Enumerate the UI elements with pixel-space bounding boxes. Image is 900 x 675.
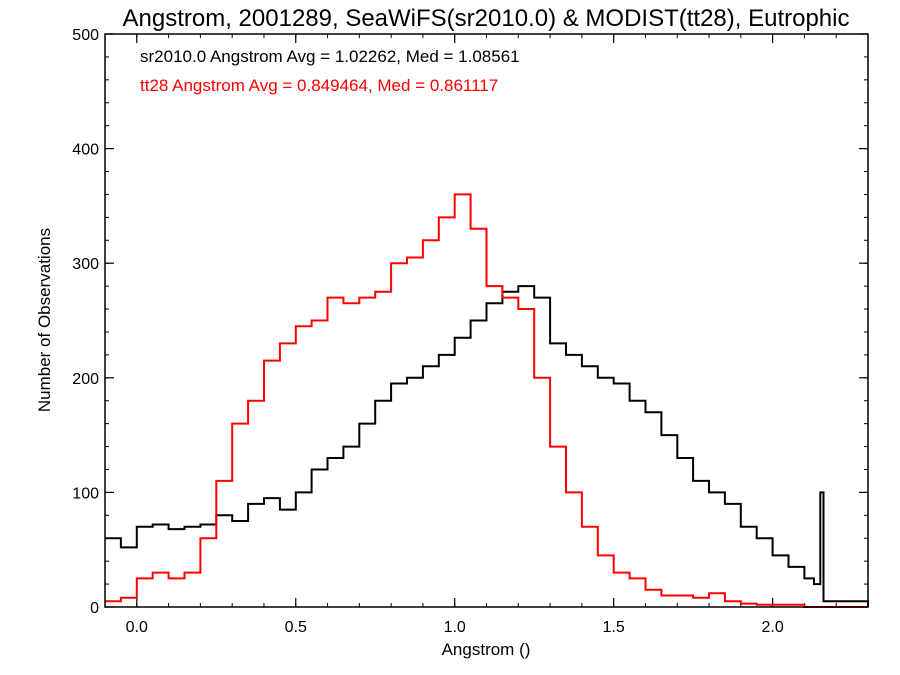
y-tick-label: 200: [72, 371, 99, 388]
x-tick-label: 1.0: [444, 619, 466, 636]
plot-series: [105, 193, 869, 608]
x-tick-label: 2.0: [762, 619, 784, 636]
y-tick-label: 400: [72, 142, 99, 159]
x-axis-ticks: 0.0 0.5 1.0 1.5 2.0: [104, 34, 869, 636]
series-line-0: [105, 285, 869, 607]
y-tick-label: 500: [72, 27, 99, 44]
y-tick-label: 100: [72, 485, 99, 502]
y-tick-label: 300: [72, 256, 99, 273]
x-tick-label: 1.5: [603, 619, 625, 636]
x-tick-label: 0.5: [285, 619, 307, 636]
annotation-sr2010: sr2010.0 Angstrom Avg = 1.02262, Med = 1…: [140, 47, 520, 66]
annotation-tt28: tt28 Angstrom Avg = 0.849464, Med = 0.86…: [140, 76, 498, 95]
plot-frame: [104, 33, 869, 608]
x-axis-label: Angstrom (): [442, 640, 531, 659]
x-tick-label: 0.0: [126, 619, 148, 636]
y-axis-label: Number of Observations: [35, 228, 54, 412]
y-axis-ticks: 0 100 200 300 400 500: [72, 27, 868, 617]
chart-title: Angstrom, 2001289, SeaWiFS(sr2010.0) & M…: [123, 5, 850, 32]
series-line-1: [105, 193, 868, 608]
y-tick-label: 0: [90, 600, 99, 617]
